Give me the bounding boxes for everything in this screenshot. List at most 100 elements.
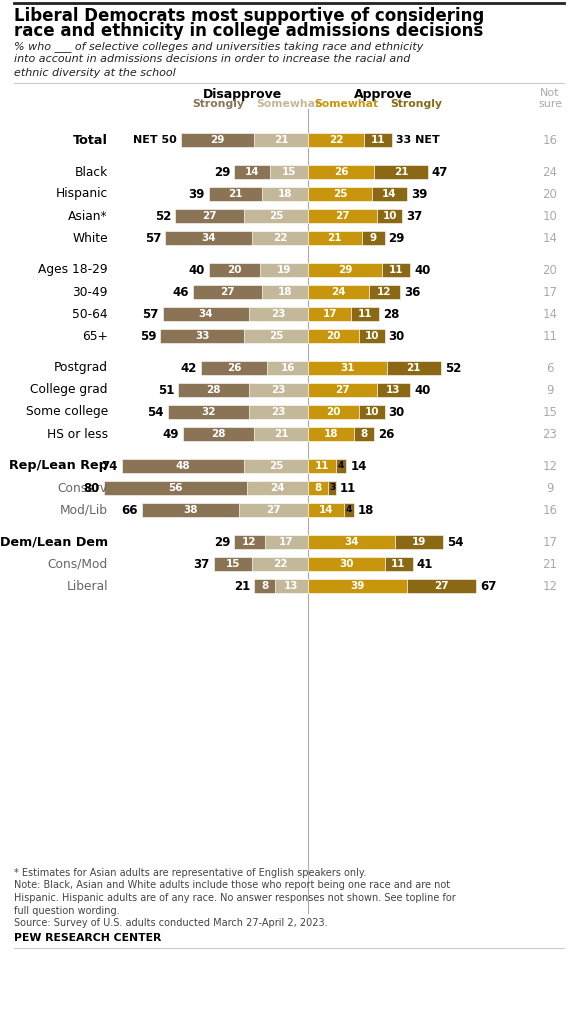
Text: Mod/Lib: Mod/Lib [60, 503, 108, 517]
Text: 21: 21 [274, 429, 288, 439]
Bar [162, 307, 249, 321]
Text: 37: 37 [194, 558, 210, 571]
Bar [308, 209, 377, 223]
Text: 25: 25 [332, 189, 347, 199]
Bar [160, 329, 244, 343]
Text: 23: 23 [543, 428, 557, 441]
Text: 29: 29 [214, 166, 230, 178]
Text: Strongly: Strongly [390, 99, 442, 109]
Text: 8: 8 [261, 581, 268, 591]
Text: * Estimates for Asian adults are representative of English speakers only.: * Estimates for Asian adults are represe… [14, 868, 366, 878]
Bar [372, 187, 407, 201]
Text: HS or less: HS or less [47, 428, 108, 441]
Text: Hispanic. Hispanic adults are of any race. No answer responses not shown. See to: Hispanic. Hispanic adults are of any rac… [14, 893, 455, 903]
Text: 16: 16 [543, 133, 558, 146]
Bar [395, 535, 443, 549]
Text: Approve: Approve [354, 88, 412, 101]
Bar [244, 459, 308, 473]
Text: race and ethnicity in college admissions decisions: race and ethnicity in college admissions… [14, 23, 483, 40]
Text: 52: 52 [444, 361, 461, 374]
Bar [359, 405, 384, 419]
Text: 28: 28 [383, 308, 400, 320]
Bar [122, 459, 244, 473]
Text: 11: 11 [315, 461, 329, 471]
Text: 11: 11 [391, 559, 406, 569]
Bar [249, 405, 308, 419]
Bar [359, 329, 384, 343]
Bar [178, 383, 249, 397]
Text: 24: 24 [270, 483, 285, 493]
Text: College grad: College grad [31, 384, 108, 397]
Text: 9: 9 [546, 482, 554, 494]
Text: 23: 23 [272, 385, 286, 395]
Text: 4: 4 [346, 505, 352, 515]
Text: 37: 37 [406, 210, 423, 222]
Text: 14: 14 [382, 189, 397, 199]
Text: 10: 10 [365, 331, 379, 341]
Bar [262, 187, 308, 201]
Text: Hispanic: Hispanic [55, 187, 108, 201]
Text: 25: 25 [269, 461, 283, 471]
Text: 9: 9 [369, 233, 377, 243]
Bar [270, 165, 308, 179]
Bar [254, 133, 308, 147]
Bar [369, 285, 400, 299]
Text: 48: 48 [176, 461, 190, 471]
Text: Conserv: Conserv [58, 482, 108, 494]
Text: Total: Total [73, 133, 108, 146]
Bar [254, 579, 275, 593]
Text: 21: 21 [328, 233, 342, 243]
Text: 20: 20 [227, 265, 241, 275]
Text: 38: 38 [183, 505, 198, 515]
Bar [262, 285, 308, 299]
Text: 11: 11 [340, 482, 356, 494]
Bar [308, 383, 377, 397]
Bar [201, 361, 267, 375]
Bar [308, 263, 382, 277]
Text: 8: 8 [314, 483, 322, 493]
Text: 33: 33 [195, 331, 209, 341]
Text: Note: Black, Asian and White adults include those who report being one race and : Note: Black, Asian and White adults incl… [14, 881, 450, 890]
Text: 25: 25 [269, 211, 283, 221]
Text: Cons/Mod: Cons/Mod [48, 558, 108, 571]
Text: White: White [72, 231, 108, 244]
Bar [260, 263, 308, 277]
Text: 6: 6 [546, 361, 554, 374]
Text: 33 NET: 33 NET [396, 135, 440, 145]
Text: 4: 4 [338, 461, 344, 471]
Text: 24: 24 [331, 287, 346, 297]
Text: 40: 40 [188, 264, 205, 276]
Text: 27: 27 [202, 211, 217, 221]
Bar [165, 231, 252, 244]
Text: 46: 46 [173, 285, 189, 299]
Text: 52: 52 [155, 210, 172, 222]
Bar [239, 503, 308, 517]
Bar [244, 209, 308, 223]
Bar [384, 557, 413, 571]
Text: 29: 29 [210, 135, 225, 145]
Text: 11: 11 [358, 309, 373, 319]
Text: 20: 20 [543, 264, 557, 276]
Text: 23: 23 [272, 407, 286, 417]
Text: 27: 27 [335, 211, 350, 221]
Text: 23: 23 [272, 309, 286, 319]
Text: Some college: Some college [26, 405, 108, 418]
Text: 40: 40 [414, 384, 431, 397]
Text: 57: 57 [145, 231, 161, 244]
Text: 30-49: 30-49 [72, 285, 108, 299]
Text: Postgrad: Postgrad [54, 361, 108, 374]
Text: 50-64: 50-64 [72, 308, 108, 320]
Text: 17: 17 [543, 285, 558, 299]
Text: 16: 16 [543, 503, 558, 517]
Bar [265, 535, 308, 549]
Text: 12: 12 [543, 579, 558, 592]
Text: Rep/Lean Rep: Rep/Lean Rep [9, 459, 108, 473]
Text: 47: 47 [432, 166, 448, 178]
Bar [249, 307, 308, 321]
Text: 12: 12 [543, 459, 558, 473]
Text: 30: 30 [388, 405, 405, 418]
Text: 80: 80 [84, 482, 100, 494]
Text: 49: 49 [162, 428, 179, 441]
Bar [175, 209, 244, 223]
Text: 30: 30 [388, 329, 405, 343]
